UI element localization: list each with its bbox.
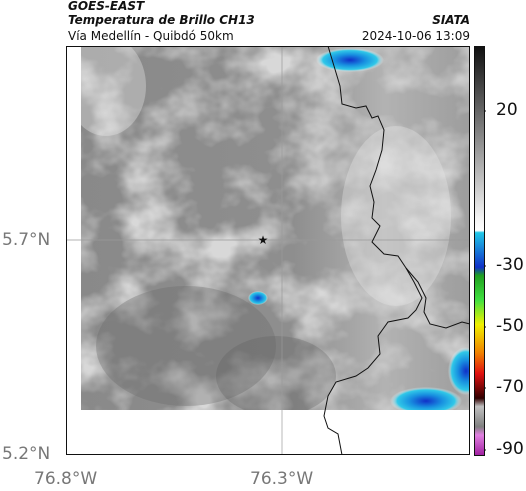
map-frame — [66, 46, 470, 455]
colorbar-tick-20: 20 — [496, 100, 518, 120]
satellite-name: GOES-EAST — [68, 0, 145, 13]
product-name: Temperatura de Brillo CH13 — [68, 13, 255, 27]
timestamp-label: 2024-10-06 13:09 — [361, 29, 470, 43]
cold-cloud-bottom — [390, 387, 462, 415]
x-tick-label-76.8: 76.8°W — [34, 469, 98, 489]
x-tick-label-76.3: 76.3°W — [250, 469, 314, 489]
boundary-line — [323, 46, 423, 455]
colorbar — [474, 46, 486, 456]
colorbar-tick-minus50: -50 — [496, 316, 524, 336]
y-tick-label-5.2: 5.2°N — [2, 444, 51, 464]
colorbar-tick-minus90: -90 — [496, 439, 524, 459]
boundary-line-2 — [405, 267, 470, 329]
colorbar-tick-minus30: -30 — [496, 255, 524, 275]
satellite-map: ★ — [66, 46, 470, 455]
cold-cloud-top — [316, 48, 384, 72]
cold-cloud-small — [248, 291, 268, 305]
y-tick-label-5.7: 5.7°N — [2, 230, 51, 250]
star-marker: ★ — [258, 233, 269, 247]
organization-label: SIATA — [432, 13, 470, 27]
colorbar-tick-minus70: -70 — [496, 377, 524, 397]
region-name: Vía Medellín - Quibdó 50km — [68, 29, 234, 43]
cold-cloud-right — [448, 347, 470, 395]
